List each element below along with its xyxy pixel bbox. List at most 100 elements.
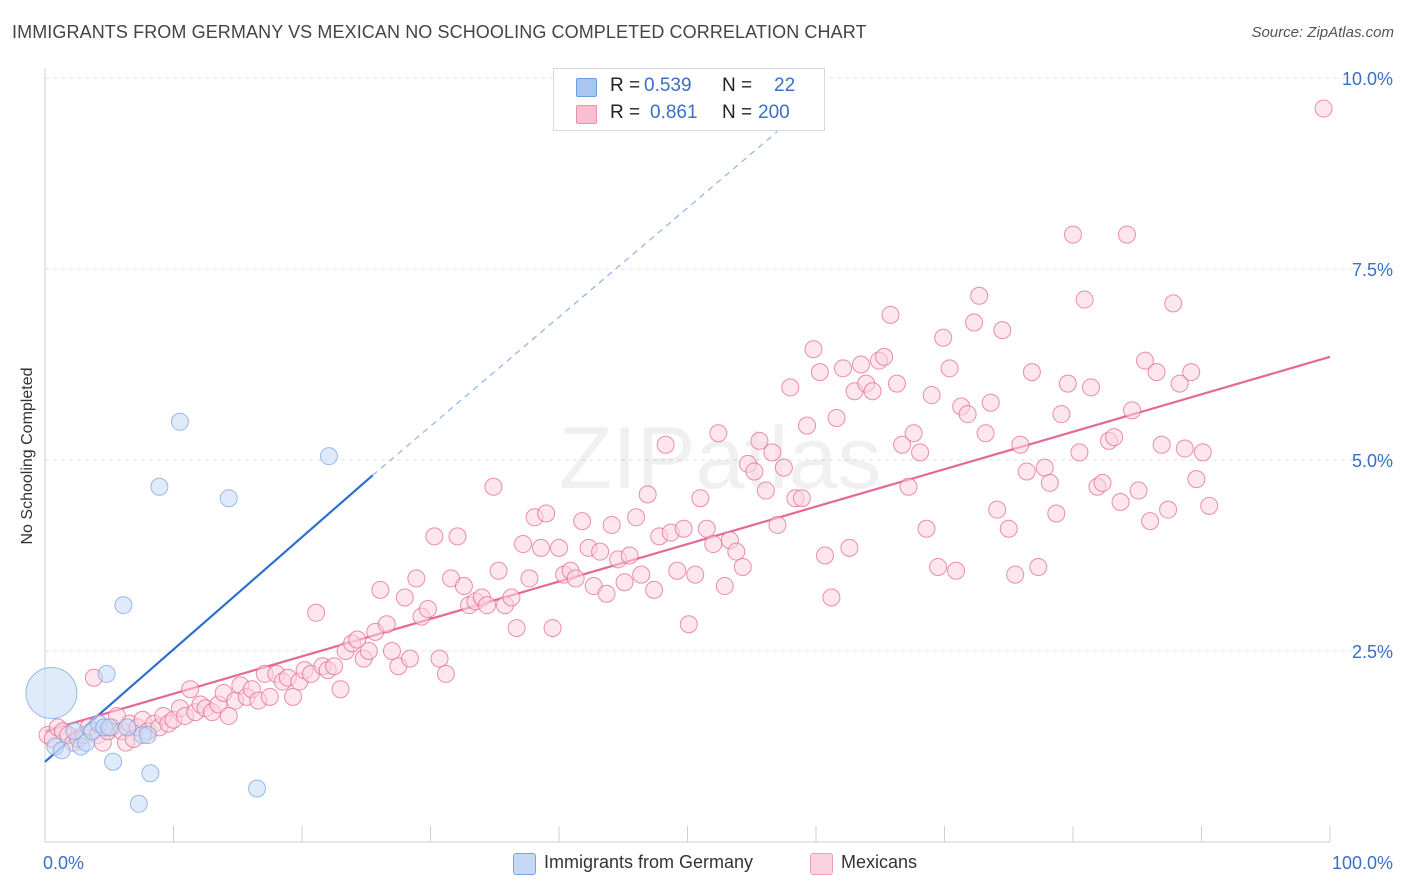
mexicans-point	[627, 508, 646, 527]
mexicans-point	[833, 359, 852, 378]
germany-trendline-extension	[372, 131, 778, 476]
mexicans-point	[976, 424, 995, 443]
mexicans-point	[219, 706, 238, 725]
mexicans-point	[1011, 435, 1030, 454]
germany-point	[170, 412, 189, 431]
mexicans-point	[674, 519, 693, 538]
mexicans-point	[591, 542, 610, 561]
mexicans-point	[1035, 458, 1054, 477]
mexicans-point	[940, 359, 959, 378]
mexicans-point	[981, 393, 1000, 412]
mexicans-point	[822, 588, 841, 607]
legend-swatch-germany	[513, 853, 536, 875]
mexicans-point	[774, 458, 793, 477]
stats-swatch-mexicans	[576, 105, 597, 124]
mexicans-point	[1117, 225, 1136, 244]
mexicans-point	[934, 328, 953, 347]
germany-point	[118, 718, 137, 737]
mexicans-point	[704, 535, 723, 554]
mexicans-point	[1058, 374, 1077, 393]
mexicans-point	[1006, 565, 1025, 584]
mexicans-point	[917, 519, 936, 538]
mexicans-point	[815, 546, 834, 565]
source-label: Source: ZipAtlas.com	[1251, 24, 1394, 41]
mexicans-point	[1081, 378, 1100, 397]
germany-point	[138, 726, 157, 745]
mexicans-point	[1040, 473, 1059, 492]
mexicans-point	[929, 557, 948, 576]
mexicans-point	[407, 569, 426, 588]
mexicans-point	[691, 489, 710, 508]
legend-swatch-mexicans	[810, 853, 833, 875]
mexicans-point	[875, 347, 894, 366]
legend-label-mexicans: Mexicans	[841, 852, 918, 872]
mexicans-point	[1105, 428, 1124, 447]
germany-point	[141, 764, 160, 783]
y-tick-label: 5.0%	[1352, 451, 1393, 471]
n-label: N =	[722, 75, 753, 96]
r-label: R =	[610, 75, 641, 96]
mexicans-point	[804, 340, 823, 359]
mexicans-point	[537, 504, 556, 523]
mexicans-point	[502, 588, 521, 607]
data-points	[25, 99, 1333, 813]
germany-point	[114, 596, 133, 615]
germany-point	[100, 718, 119, 737]
mexicans-point	[514, 535, 533, 554]
mexicans-point	[382, 642, 401, 660]
mexicans-point	[733, 557, 752, 576]
n-value: 200	[758, 102, 790, 123]
germany-point	[25, 667, 78, 720]
mexicans-point	[1029, 557, 1048, 576]
mexicans-point	[887, 374, 906, 393]
mexicans-point	[893, 435, 912, 454]
mexicans-point	[543, 619, 562, 638]
mexicans-point	[1147, 363, 1166, 382]
mexicans-point	[1182, 363, 1201, 382]
mexicans-point	[395, 588, 414, 607]
mexicans-point	[1141, 512, 1160, 531]
mexicans-point	[827, 408, 846, 427]
r-value: 0.539	[644, 75, 692, 96]
mexicans-point	[745, 462, 764, 481]
mexicans-point	[970, 286, 989, 305]
mexicans-point	[715, 577, 734, 596]
mexicans-point	[566, 569, 585, 588]
correlation-stats-box: R = 0.539 N = 22 R = 0.861 N = 200	[553, 68, 825, 131]
y-tick-label: 7.5%	[1352, 260, 1393, 280]
y-tick-label: 10.0%	[1342, 69, 1393, 89]
mexicans-point	[454, 577, 473, 596]
mexicans-point	[1170, 374, 1189, 393]
germany-point	[129, 794, 148, 813]
legend-label-germany: Immigrants from Germany	[544, 852, 754, 872]
mexicans-point	[1175, 439, 1194, 458]
mexicans-point	[448, 527, 467, 546]
mexicans-point	[507, 619, 526, 638]
mexicans-point	[988, 500, 1007, 519]
mexicans-point	[602, 515, 621, 534]
mexicans-point	[478, 596, 497, 615]
mexicans-point	[999, 519, 1018, 538]
mexicans-point	[1135, 351, 1154, 370]
n-value: 22	[774, 75, 796, 96]
mexicans-point	[550, 538, 568, 557]
mexicans-point	[727, 542, 746, 561]
mexicans-point	[597, 584, 616, 603]
stats-swatch-germany	[576, 78, 597, 97]
mexicans-point	[1314, 99, 1333, 118]
germany-point	[150, 477, 169, 496]
mexicans-point	[881, 305, 900, 324]
mexicans-point	[632, 565, 651, 584]
mexicans-point	[792, 489, 811, 508]
mexicans-point	[781, 378, 800, 397]
germany-trendline	[44, 474, 374, 763]
mexicans-point	[922, 386, 941, 405]
mexicans-point	[645, 580, 664, 599]
mexicans-point	[430, 649, 449, 668]
y-tick-label: 2.5%	[1352, 642, 1393, 662]
mexicans-point	[1047, 504, 1066, 523]
mexicans-point	[904, 424, 923, 443]
n-label: N =	[722, 102, 753, 123]
mexicans-point	[686, 565, 705, 584]
